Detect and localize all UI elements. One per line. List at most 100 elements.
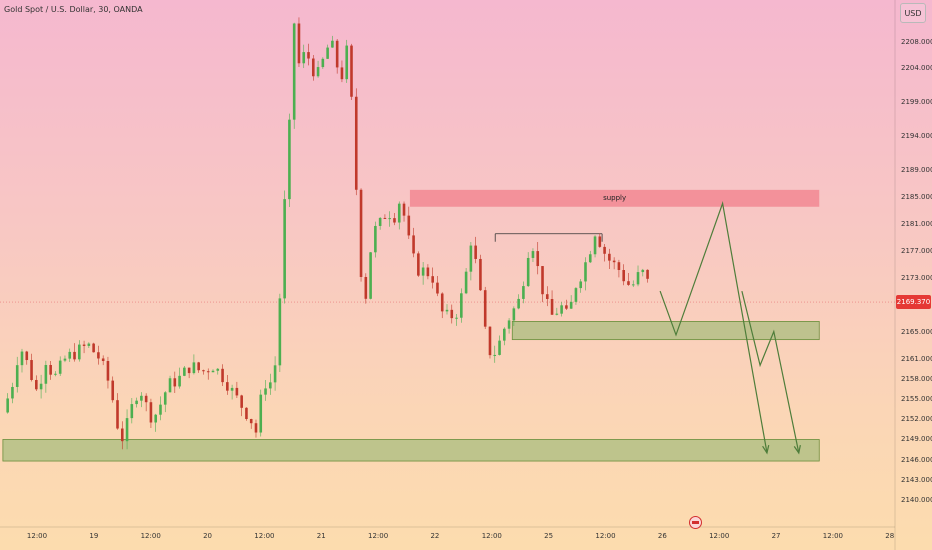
candle-body-48 <box>235 387 239 396</box>
candle-body-10 <box>54 373 57 375</box>
candle-body-131 <box>631 284 635 286</box>
candle-body-100 <box>483 290 487 327</box>
candle-body-33 <box>163 392 167 405</box>
y-tick-label-11: 2158.000 <box>901 374 932 383</box>
candle-body-66 <box>321 58 325 68</box>
current-price-badge: 2169.370 <box>896 295 931 310</box>
candle-body-3 <box>20 351 24 366</box>
candle-body-118 <box>569 301 573 309</box>
candle-body-120 <box>579 281 583 289</box>
y-tick-label-1: 2204.000 <box>901 64 932 73</box>
candle-body-1 <box>11 386 14 399</box>
x-tick-label-2: 12:00 <box>140 532 161 540</box>
candle-body-133 <box>641 269 645 273</box>
candle-body-76 <box>369 252 372 299</box>
candle-body-11 <box>58 360 62 374</box>
candle-body-50 <box>245 407 248 420</box>
supply-zone-label: supply <box>603 194 627 203</box>
candle-body-39 <box>192 362 196 374</box>
candle-body-62 <box>302 52 306 64</box>
candle-body-46 <box>226 382 229 391</box>
projection-path-0 <box>659 201 768 454</box>
candle-body-44 <box>216 368 220 371</box>
candle-body-97 <box>469 245 473 272</box>
candle-body-12 <box>63 358 67 361</box>
x-tick-label-3: 20 <box>203 532 213 540</box>
y-tick-label-5: 2185.000 <box>901 192 932 201</box>
candle-body-2 <box>15 365 19 387</box>
candle-body-73 <box>354 96 358 190</box>
y-tick-label-4: 2189.000 <box>901 165 932 174</box>
candle-body-113 <box>545 294 549 300</box>
candle-body-108 <box>522 286 525 299</box>
currency-unit-button[interactable]: USD <box>900 3 926 23</box>
candle-body-84 <box>407 215 411 236</box>
x-tick-label-6: 12:00 <box>368 532 389 540</box>
candle-body-49 <box>240 395 243 408</box>
candle-body-89 <box>431 276 434 283</box>
candle-body-126 <box>608 253 611 261</box>
candle-body-82 <box>397 203 401 223</box>
candle-body-130 <box>627 281 630 285</box>
candle-body-54 <box>264 388 267 395</box>
candle-body-107 <box>517 298 520 309</box>
candle-body-105 <box>507 320 511 329</box>
candle-body-35 <box>173 378 177 387</box>
x-tick-label-0: 12:00 <box>26 532 48 540</box>
candle-body-127 <box>612 260 616 263</box>
x-tick-label-1: 19 <box>89 532 99 540</box>
candle-body-104 <box>503 328 506 341</box>
candle-body-102 <box>493 354 497 356</box>
candle-body-19 <box>97 352 100 359</box>
candle-body-101 <box>488 326 492 356</box>
candle-body-92 <box>445 309 449 312</box>
resistance-line-label: --- <box>545 231 552 238</box>
projection-arrowhead-0 <box>762 445 770 455</box>
candle-body-47 <box>230 387 234 391</box>
candle-body-5 <box>30 360 33 380</box>
zone-supply <box>409 189 820 207</box>
x-tick-label-10: 12:00 <box>595 532 616 540</box>
y-tick-label-15: 2146.000 <box>901 455 932 464</box>
candle-body-53 <box>259 394 263 433</box>
candle-body-124 <box>598 236 602 247</box>
candle-body-95 <box>460 293 463 318</box>
candle-body-88 <box>426 267 430 277</box>
candle-body-51 <box>249 419 253 424</box>
y-tick-label-14: 2149.000 <box>901 435 932 444</box>
candle-body-98 <box>474 245 477 259</box>
projection-path-1 <box>741 290 800 454</box>
candle-body-112 <box>541 266 544 295</box>
candle-body-93 <box>450 309 454 319</box>
candle-body-32 <box>159 404 162 415</box>
candle-body-43 <box>211 370 215 373</box>
candle-body-13 <box>68 351 72 359</box>
y-tick-label-13: 2152.000 <box>901 415 932 424</box>
candle-body-64 <box>311 58 315 77</box>
x-tick-label-5: 21 <box>316 532 326 540</box>
calendar-event-icon[interactable] <box>689 516 702 529</box>
y-tick-label-2: 2199.000 <box>901 98 932 107</box>
y-tick-label-3: 2194.000 <box>901 131 932 140</box>
candle-body-72 <box>350 45 353 97</box>
candle-body-114 <box>550 299 554 315</box>
candle-body-99 <box>479 258 482 291</box>
candle-body-111 <box>536 251 540 267</box>
x-tick-label-8: 12:00 <box>481 532 502 540</box>
candle-body-78 <box>378 217 382 226</box>
candle-body-57 <box>278 298 282 366</box>
candle-body-86 <box>417 253 420 276</box>
candle-body-34 <box>168 378 172 393</box>
y-tick-label-10: 2161.000 <box>901 354 932 363</box>
x-tick-label-4: 12:00 <box>254 532 275 540</box>
candle-body-20 <box>101 358 105 362</box>
candle-body-42 <box>206 371 210 373</box>
candle-body-122 <box>588 254 592 263</box>
x-tick-label-7: 22 <box>430 532 440 540</box>
candle-body-8 <box>44 364 48 384</box>
candle-body-27 <box>135 400 138 405</box>
candle-body-85 <box>412 235 415 254</box>
candle-body-110 <box>531 251 535 258</box>
